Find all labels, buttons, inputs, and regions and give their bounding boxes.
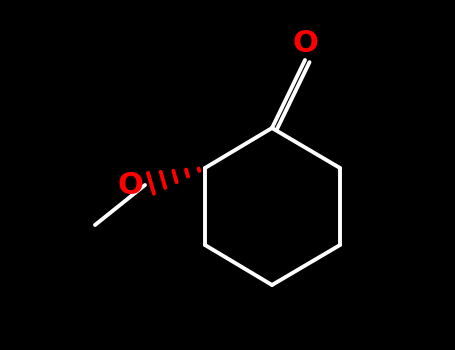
Text: O: O — [117, 170, 143, 199]
Text: O: O — [292, 29, 318, 58]
